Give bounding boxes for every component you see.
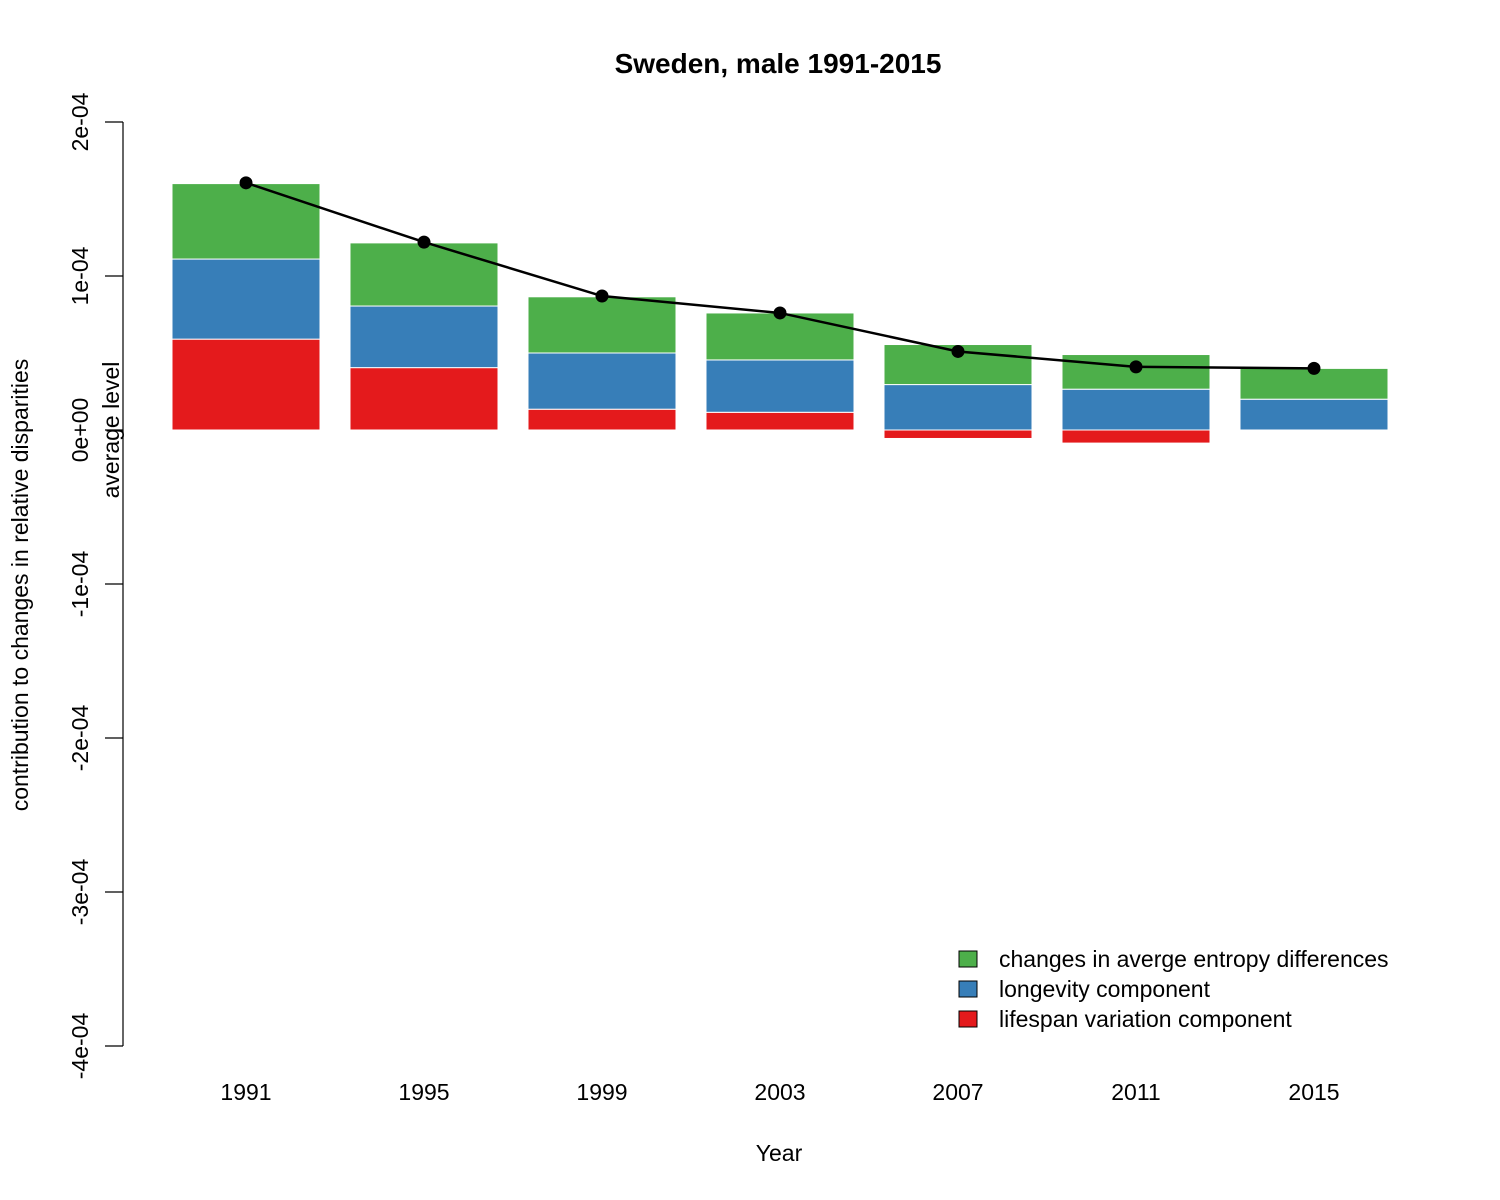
x-tick-label-2007: 2007 <box>932 1079 983 1105</box>
average-line <box>239 176 1321 375</box>
x-tick-label-2015: 2015 <box>1288 1079 1339 1105</box>
bar-2003-series-1 <box>705 359 855 413</box>
bar-1991-series-0 <box>171 338 321 431</box>
bar-1999-series-1 <box>527 352 677 410</box>
x-tick-label-2003: 2003 <box>754 1079 805 1105</box>
x-tick-label-1995: 1995 <box>398 1079 449 1105</box>
x-tick-labels: 1991 1995 1999 2003 2007 2011 2015 <box>220 1079 1339 1105</box>
bar-2011-series-0 <box>1061 429 1211 444</box>
bar-2003-series-2 <box>705 312 855 361</box>
bar-2007-series-0 <box>883 429 1033 439</box>
bar-1995-series-0 <box>349 367 499 431</box>
y-tick-label-4: -2e-04 <box>67 705 93 772</box>
legend-swatch-1 <box>958 980 978 998</box>
y-axis: 2e-04 1e-04 0e+00 -1e-04 -2e-04 -3e-04 -4e-04 <box>67 92 124 1080</box>
y-axis-title: contribution to changes in relative disp… <box>7 359 33 812</box>
average-point-1995 <box>417 235 431 249</box>
legend-swatch-0 <box>958 950 978 968</box>
bar-1991-series-1 <box>171 258 321 340</box>
x-tick-label-1991: 1991 <box>220 1079 271 1105</box>
bar-2015-series-1 <box>1239 398 1389 431</box>
x-tick-label-1999: 1999 <box>576 1079 627 1105</box>
bar-2007-series-1 <box>883 384 1033 431</box>
bar-1991-series-2 <box>171 183 321 260</box>
x-axis-title: Year <box>756 1140 803 1166</box>
bar-2011-series-1 <box>1061 388 1211 431</box>
legend: changes in averge entropy differences lon… <box>958 946 1389 1032</box>
chart-title: Sweden, male 1991-2015 <box>615 48 942 79</box>
legend-label-2: lifespan variation component <box>999 1006 1292 1032</box>
average-point-2003 <box>773 306 787 320</box>
bars <box>171 183 1389 444</box>
legend-label-1: longevity component <box>999 976 1211 1002</box>
bar-1999-series-0 <box>527 408 677 431</box>
legend-label-0: changes in averge entropy differences <box>999 946 1389 972</box>
y-tick-label-1: 1e-04 <box>67 246 93 305</box>
legend-swatch-2 <box>958 1010 978 1028</box>
average-point-1999 <box>595 289 609 303</box>
average-point-2011 <box>1129 360 1143 374</box>
y-tick-label-2: 0e+00 <box>67 398 93 463</box>
x-tick-label-2011: 2011 <box>1111 1079 1160 1105</box>
bar-1995-series-1 <box>349 305 499 369</box>
average-point-2007 <box>951 344 965 358</box>
average-point-1991 <box>239 176 253 190</box>
y-tick-label-6: -4e-04 <box>67 1013 93 1080</box>
bar-1999-series-2 <box>527 296 677 354</box>
y-tick-label-5: -3e-04 <box>67 859 93 926</box>
average-point-2015 <box>1307 361 1321 375</box>
bar-2003-series-0 <box>705 411 855 431</box>
y-tick-label-0: 2e-04 <box>67 92 93 151</box>
bar-1995-series-2 <box>349 242 499 307</box>
y-tick-label-3: -1e-04 <box>67 551 93 618</box>
y-axis-title-secondary: average level <box>98 362 124 499</box>
